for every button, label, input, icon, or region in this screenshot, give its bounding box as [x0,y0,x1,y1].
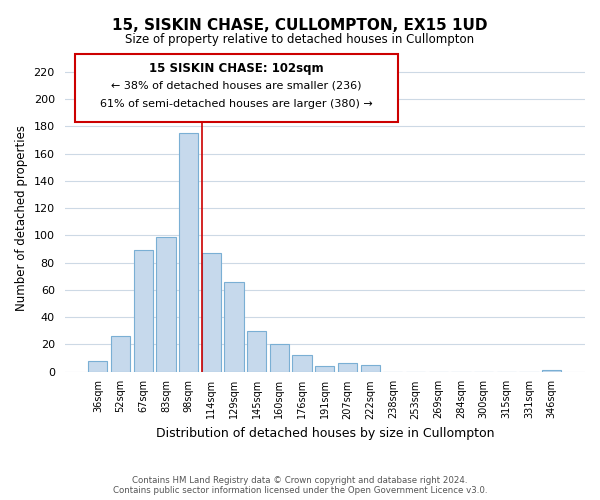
Bar [338,364,357,372]
Bar [315,366,334,372]
Bar [542,370,562,372]
Bar [270,344,289,372]
Bar [179,133,198,372]
Text: 15 SISKIN CHASE: 102sqm: 15 SISKIN CHASE: 102sqm [149,62,323,75]
Bar [134,250,153,372]
Bar [224,282,244,372]
Text: 61% of semi-detached houses are larger (380) →: 61% of semi-detached houses are larger (… [100,98,373,108]
Bar [156,236,176,372]
X-axis label: Distribution of detached houses by size in Cullompton: Distribution of detached houses by size … [155,427,494,440]
Bar [111,336,130,372]
Y-axis label: Number of detached properties: Number of detached properties [15,126,28,312]
Bar [202,253,221,372]
Bar [361,364,380,372]
Bar [247,330,266,372]
FancyBboxPatch shape [75,54,398,122]
Text: 15, SISKIN CHASE, CULLOMPTON, EX15 1UD: 15, SISKIN CHASE, CULLOMPTON, EX15 1UD [112,18,488,32]
Text: Contains public sector information licensed under the Open Government Licence v3: Contains public sector information licen… [113,486,487,495]
Bar [292,355,312,372]
Text: Contains HM Land Registry data © Crown copyright and database right 2024.: Contains HM Land Registry data © Crown c… [132,476,468,485]
Bar [88,360,107,372]
Text: Size of property relative to detached houses in Cullompton: Size of property relative to detached ho… [125,32,475,46]
Text: ← 38% of detached houses are smaller (236): ← 38% of detached houses are smaller (23… [111,80,362,90]
